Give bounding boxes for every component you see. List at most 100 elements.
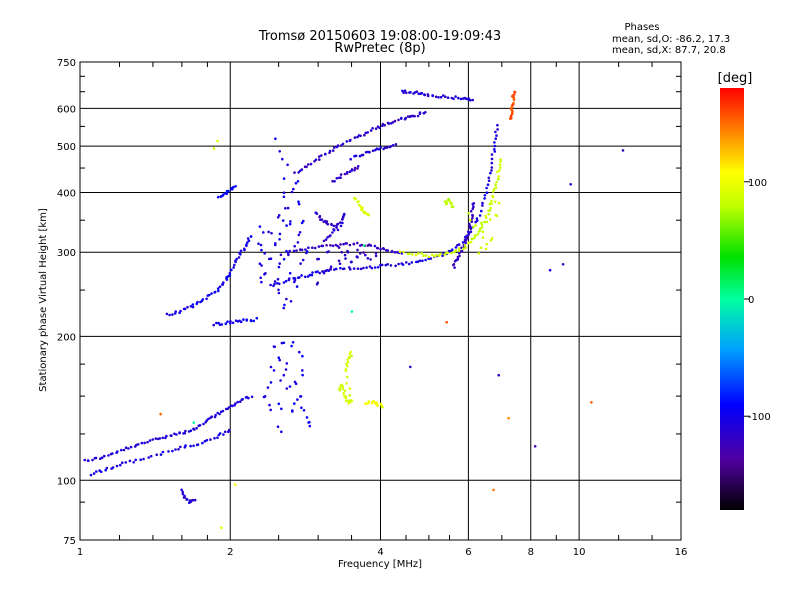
echo-point — [287, 253, 290, 257]
echo-point — [533, 445, 537, 448]
x-tick-label: 10 — [573, 547, 586, 558]
echo-point — [308, 424, 312, 428]
echo-point — [331, 179, 334, 183]
echo-points — [83, 89, 625, 529]
echo-point — [258, 262, 262, 266]
echo-point — [171, 449, 174, 453]
echo-point — [229, 268, 233, 272]
x-tick-label: 6 — [465, 547, 471, 558]
echo-point — [263, 273, 266, 276]
echo-point — [313, 246, 317, 250]
echo-point — [260, 264, 263, 267]
echo-point — [401, 263, 405, 266]
echo-point — [231, 404, 234, 408]
echo-point — [498, 169, 501, 172]
echo-point — [356, 165, 360, 168]
echo-point — [343, 389, 347, 393]
echo-point — [495, 214, 499, 217]
echo-point — [297, 202, 301, 206]
echo-point — [238, 252, 241, 255]
echo-point — [494, 186, 498, 189]
echo-point — [464, 246, 468, 250]
echo-point — [306, 163, 310, 166]
echo-point — [178, 431, 181, 434]
echo-point — [495, 134, 498, 137]
echo-point — [389, 264, 393, 267]
echo-point — [411, 253, 414, 256]
echo-point — [181, 492, 185, 496]
echo-point — [339, 266, 342, 270]
echo-point — [453, 250, 456, 254]
echo-point — [379, 247, 382, 251]
echo-point — [205, 438, 209, 442]
echo-point — [238, 400, 242, 404]
echo-point — [107, 454, 110, 457]
echo-point — [277, 288, 280, 292]
echo-point — [326, 268, 329, 272]
echo-point — [483, 197, 486, 200]
echo-point — [493, 144, 497, 148]
echo-point — [430, 253, 434, 257]
echo-point — [277, 291, 281, 295]
echo-point — [416, 260, 420, 264]
echo-point — [421, 259, 424, 263]
echo-point — [468, 218, 472, 222]
echo-point — [422, 254, 425, 257]
echo-point — [459, 97, 463, 101]
echo-point — [409, 91, 412, 94]
echo-point — [488, 209, 492, 212]
echo-point — [103, 454, 106, 458]
echo-point — [343, 212, 346, 216]
echo-point — [416, 114, 420, 118]
echo-point — [216, 436, 219, 440]
echo-point — [289, 300, 293, 303]
x-tick-label: 16 — [675, 547, 688, 558]
echo-point — [269, 365, 273, 369]
echo-point — [471, 216, 474, 220]
echo-point — [359, 134, 362, 138]
echo-point — [381, 405, 384, 409]
echo-point — [282, 195, 286, 199]
echo-point — [331, 231, 334, 234]
echo-point — [407, 252, 411, 255]
echo-point — [621, 149, 625, 152]
echo-point — [473, 236, 476, 240]
echo-point — [100, 456, 104, 460]
echo-point — [548, 268, 552, 272]
echo-point — [427, 255, 431, 259]
echo-point — [159, 412, 162, 416]
echo-point — [499, 158, 502, 161]
echo-point — [454, 246, 458, 249]
echo-point — [179, 445, 182, 449]
echo-point — [507, 416, 510, 420]
echo-point — [475, 217, 479, 220]
echo-point — [288, 271, 292, 275]
echo-point — [129, 445, 133, 449]
echo-point — [387, 122, 391, 125]
echo-point — [237, 256, 241, 259]
echo-point — [301, 369, 304, 372]
echo-point — [452, 97, 455, 101]
echo-point — [356, 241, 359, 245]
echo-point — [191, 305, 195, 309]
echo-point — [398, 250, 402, 253]
echo-point — [489, 239, 493, 242]
echo-point — [376, 404, 380, 407]
echo-point — [490, 157, 494, 161]
phases-o-stats: mean, sd,O: -86.2, 17.3 — [612, 34, 730, 45]
echo-point — [367, 400, 371, 403]
echo-point — [345, 140, 349, 143]
echo-point — [301, 373, 304, 377]
echo-point — [216, 287, 220, 290]
echo-point — [168, 313, 171, 317]
echo-point — [363, 210, 367, 214]
echo-point — [409, 365, 412, 369]
echo-point — [490, 161, 494, 165]
echo-point — [288, 222, 292, 226]
echo-point — [417, 252, 420, 255]
echo-point — [450, 248, 454, 251]
echo-point — [284, 279, 288, 283]
echo-point — [453, 266, 456, 269]
echo-point — [405, 91, 408, 95]
echo-point — [262, 231, 265, 234]
